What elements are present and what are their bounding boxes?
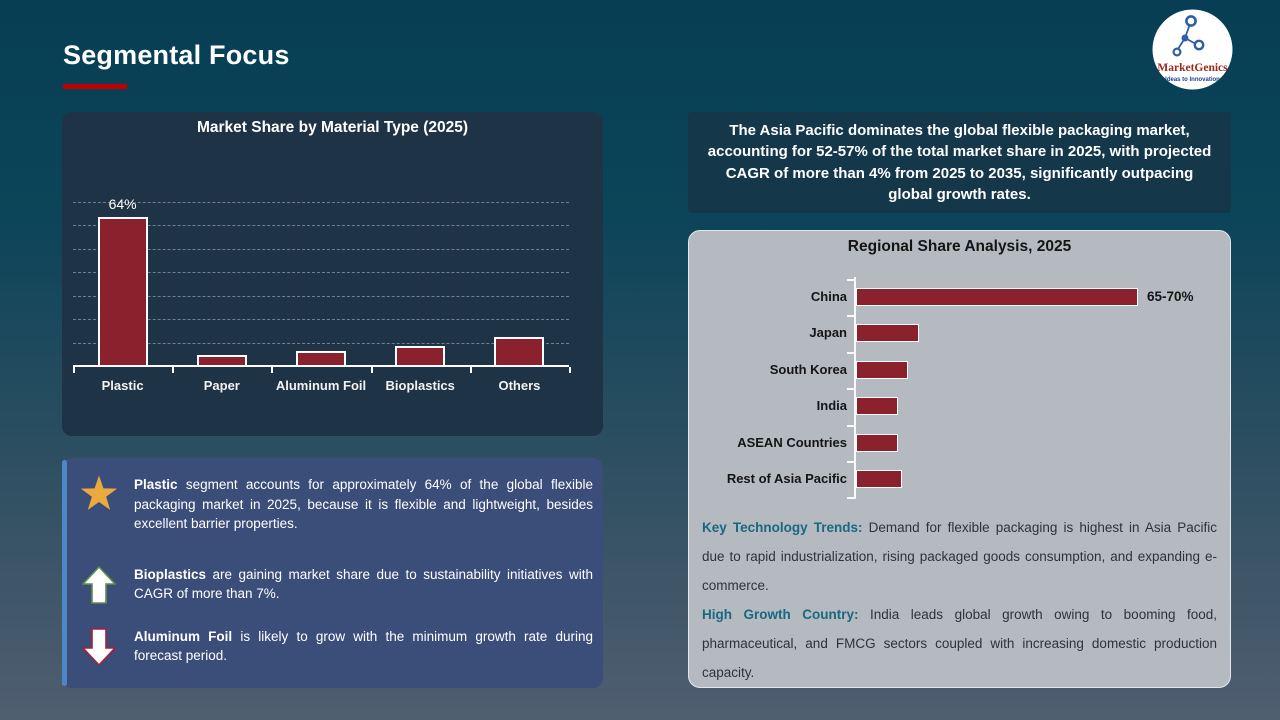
bar-india — [856, 397, 898, 416]
star-icon — [76, 475, 122, 534]
note-high-growth-country: High Growth Country: India leads global … — [702, 600, 1217, 687]
insight-text: Aluminum Foil is likely to grow with the… — [134, 627, 593, 667]
x-axis-label: Plastic — [101, 378, 144, 393]
regional-chart-y-axis — [854, 277, 856, 499]
bar-others — [494, 337, 545, 367]
insight-text: Bioplastics are gaining market share due… — [134, 565, 593, 605]
x-axis-tick — [73, 367, 75, 373]
regional-chart-plot: China 65-70% Japan South Korea India ASEAN Co… — [689, 277, 1230, 500]
category-label-rest-of-asia-pacific: Rest of Asia Pacific — [726, 471, 847, 486]
gridline — [73, 319, 569, 321]
insight-text: Plastic segment accounts for approximate… — [134, 475, 593, 534]
bar-south-korea — [856, 360, 908, 379]
material-chart-x-labels: Plastic Paper Aluminum Foil Bioplastics Othe… — [73, 378, 569, 393]
y-axis-tick — [847, 461, 854, 463]
bar-china — [856, 288, 1138, 306]
logo-tagline: Ideas to Innovation — [1165, 77, 1220, 83]
material-chart-title: Market Share by Material Type (2025) — [196, 119, 469, 136]
insight-bold-term: Plastic — [134, 477, 178, 492]
page-title: Segmental Focus — [63, 40, 290, 70]
material-share-chart-panel: Market Share by Material Type (2025) 64%… — [62, 112, 603, 436]
insight-rest: are gaining market share due to sustaina… — [134, 566, 593, 602]
insights-body: Plastic segment accounts for approximate… — [76, 475, 593, 667]
material-chart-x-axis — [73, 365, 569, 367]
category-label-india: India — [816, 398, 847, 414]
regional-analysis-panel: Regional Share Analysis, 2025 China 65-70… — [688, 230, 1231, 688]
gridline — [73, 295, 569, 297]
category-label-asean-countries: ASEAN Countries — [737, 434, 847, 450]
gridline — [73, 202, 569, 203]
apac-callout-text: The Asia Pacific dominates the global fl… — [707, 121, 1212, 204]
bar-plastic — [97, 217, 148, 367]
bar-value-label: 65-70% — [1147, 289, 1194, 304]
insight-bioplastics: Bioplastics are gaining market share due… — [76, 565, 593, 605]
apac-callout: The Asia Pacific dominates the global fl… — [688, 112, 1231, 213]
category-label-japan: Japan — [809, 325, 847, 341]
gridline — [73, 272, 569, 274]
x-axis-label: Others — [498, 378, 541, 393]
y-axis-tick — [847, 388, 854, 391]
note-technology-trends: Key Technology Trends: Demand for flexib… — [702, 513, 1217, 600]
x-axis-tick — [172, 367, 175, 373]
x-axis-tick — [370, 367, 373, 373]
gridline — [73, 248, 569, 250]
bar-rest-of-asia-pacific — [856, 470, 902, 488]
x-axis-label: Paper — [203, 378, 240, 393]
regional-notes: Key Technology Trends: Demand for flexib… — [702, 513, 1217, 687]
insight-rest: is likely to grow with the minimum growt… — [134, 628, 593, 664]
arrow-up-icon — [76, 565, 122, 605]
x-axis-tick — [271, 367, 274, 373]
category-label-china: China — [810, 289, 847, 304]
y-axis-tick — [847, 279, 854, 281]
y-axis-tick — [847, 351, 854, 354]
x-axis-label: Aluminum Foil — [275, 378, 367, 393]
insights-accent-bar — [62, 460, 67, 686]
x-axis-tick — [469, 367, 472, 373]
material-chart-plot: 64% — [73, 196, 569, 367]
y-axis-tick — [847, 424, 854, 427]
title-underline — [63, 84, 127, 89]
insight-plastic: Plastic segment accounts for approximate… — [76, 475, 593, 534]
insight-aluminum-foil: Aluminum Foil is likely to grow with the… — [76, 627, 593, 667]
arrow-down-icon — [76, 627, 122, 667]
gridline — [73, 225, 569, 227]
insight-bold-term: Aluminum Foil — [134, 628, 233, 644]
insight-rest: segment accounts for approximately 64% o… — [134, 477, 593, 531]
note-heading: Key Technology Trends: — [702, 520, 863, 535]
note-body: India leads global growth owing to boomi… — [702, 607, 1217, 680]
regional-chart-title: Regional Share Analysis, 2025 — [847, 238, 1072, 255]
bar-asean-countries — [856, 433, 898, 452]
marketgenics-logo: MarketGenics Ideas to Innovation — [1152, 8, 1233, 91]
y-axis-tick — [847, 315, 854, 318]
x-axis-label: Bioplastics — [385, 378, 455, 393]
logo-graphic: MarketGenics Ideas to Innovation — [1152, 9, 1233, 90]
x-axis-tick — [569, 367, 571, 373]
note-heading: High Growth Country: — [702, 607, 859, 622]
network-molecule-icon — [1172, 15, 1205, 57]
note-body: Demand for flexible packaging is highest… — [702, 520, 1217, 593]
logo-name: MarketGenics — [1157, 62, 1228, 74]
bar-bioplastics — [395, 346, 446, 367]
insight-bold-term: Bioplastics — [134, 566, 207, 582]
category-label-south-korea: South Korea — [769, 361, 847, 377]
y-axis-tick — [847, 497, 854, 500]
insights-panel: Plastic segment accounts for approximate… — [62, 458, 603, 688]
bar-japan — [856, 324, 919, 343]
bar-value-label: 64% — [108, 196, 137, 212]
gridline — [73, 342, 569, 344]
